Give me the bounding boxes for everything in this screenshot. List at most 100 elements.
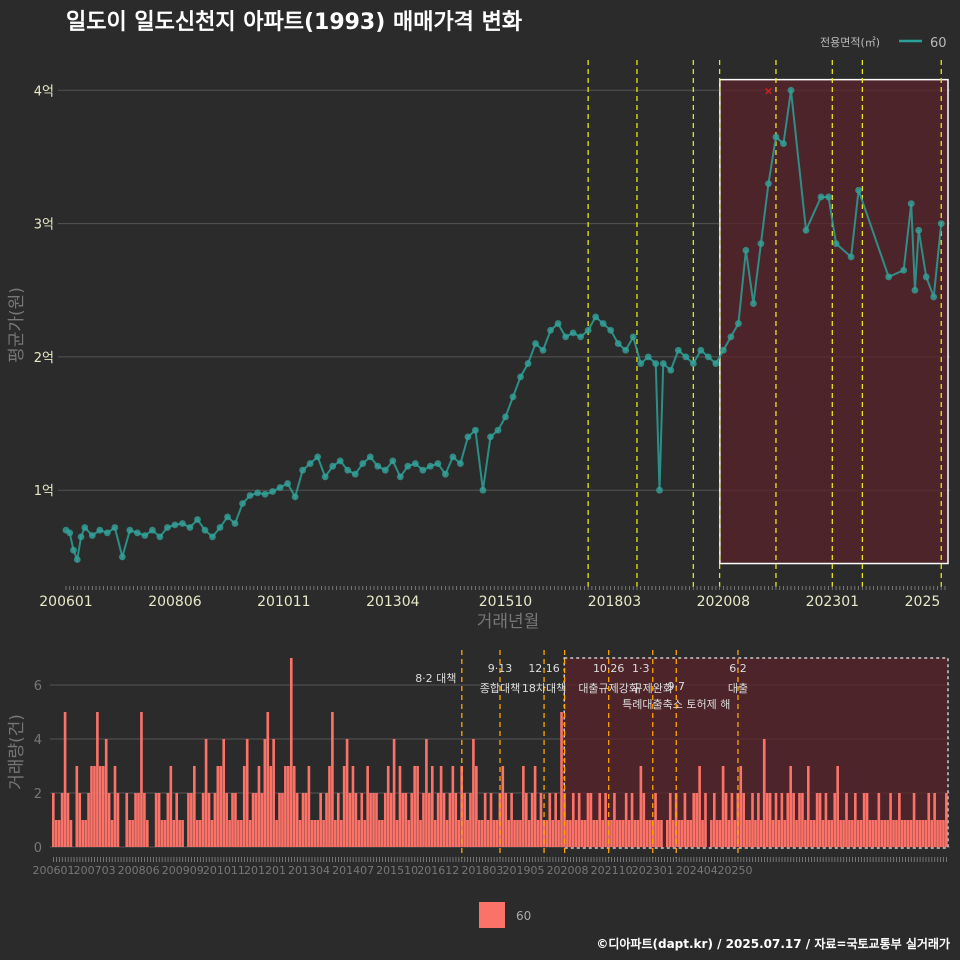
volume-bar: [301, 793, 305, 847]
volume-bar: [99, 766, 102, 847]
volume-x-tick-label: 200703: [74, 864, 116, 877]
volume-bar: [480, 820, 484, 847]
price-point: [284, 480, 292, 487]
volume-bar: [445, 820, 449, 847]
volume-bar: [580, 820, 584, 847]
price-point: [359, 460, 367, 467]
volume-bar: [583, 820, 587, 847]
volume-bar: [895, 820, 898, 847]
volume-bar: [372, 793, 375, 847]
volume-bar: [319, 793, 322, 847]
price-point: [231, 520, 239, 527]
volume-bar: [310, 820, 314, 847]
price-point: [667, 366, 675, 374]
price-point: [592, 313, 600, 321]
price-series: ×: [62, 84, 945, 564]
price-point: [922, 273, 930, 281]
volume-bar: [566, 820, 569, 847]
volume-bars: [52, 658, 948, 847]
volume-bar: [272, 739, 275, 847]
price-point: [584, 326, 592, 334]
price-point: [441, 470, 449, 478]
volume-bar: [375, 793, 378, 847]
price-point: [847, 253, 855, 261]
volume-bar: [363, 820, 367, 847]
volume-bar: [366, 766, 369, 847]
volume-bar: [57, 820, 61, 847]
volume-bar: [618, 820, 622, 847]
volume-bar: [818, 793, 822, 847]
price-point: [314, 453, 322, 461]
volume-x-tick-label: 202110: [591, 864, 633, 877]
price-y-tick-label: 4억: [34, 84, 54, 99]
volume-bar: [52, 793, 55, 847]
price-point: [532, 340, 539, 347]
volume-bar: [765, 793, 769, 847]
price-legend-title: 전용면적(㎡): [820, 36, 880, 49]
volume-bar: [809, 820, 813, 847]
price-point: [344, 466, 352, 474]
price-point: [750, 300, 757, 307]
volume-bar: [134, 793, 137, 847]
volume-bar: [877, 793, 881, 847]
volume-bar: [783, 820, 787, 847]
volume-bar: [610, 820, 613, 847]
price-point: [539, 346, 547, 354]
price-point: [517, 373, 524, 381]
volume-bar: [87, 793, 90, 847]
volume-bar: [84, 820, 87, 847]
volume-bar: [859, 820, 863, 847]
price-legend: 전용면적(㎡) 60: [820, 36, 947, 51]
volume-bar: [563, 793, 566, 847]
price-point: [629, 333, 637, 341]
price-point: [689, 360, 697, 367]
price-point: [652, 360, 660, 367]
policy-annotation-date: 1·3: [632, 662, 650, 675]
volume-bar: [657, 820, 660, 847]
price-point: [276, 484, 284, 491]
volume-bar: [865, 793, 869, 847]
volume-bar: [665, 820, 669, 847]
volume-legend: 60: [479, 902, 531, 928]
volume-bar: [228, 820, 231, 847]
price-point: [524, 360, 532, 367]
price-point: [96, 526, 104, 534]
volume-bar: [454, 793, 458, 847]
volume-bar: [201, 793, 205, 847]
volume-bar: [336, 793, 340, 847]
volume-bar: [325, 793, 328, 847]
volume-x-ticks: 200601 200703 200806 200909 201011 201201 2013…: [32, 857, 947, 877]
price-point: [472, 426, 479, 434]
price-point: [254, 489, 261, 497]
volume-bar: [269, 766, 273, 847]
price-point: [656, 486, 663, 494]
price-y-tick-label: 3억: [34, 218, 54, 233]
price-x-ticks: 200601 200806 201011 201304 201510 201803 2020…: [39, 586, 946, 610]
volume-bar: [510, 793, 513, 847]
price-point: [179, 520, 186, 527]
volume-bar: [245, 739, 249, 847]
price-point: [351, 470, 359, 478]
price-x-tick-label: 200806: [148, 594, 202, 610]
price-point: [366, 453, 374, 461]
volume-bar: [413, 766, 416, 847]
volume-bar: [237, 820, 240, 847]
price-x-tick-label: 200601: [39, 594, 92, 610]
volume-bar: [683, 793, 687, 847]
volume-bar: [718, 820, 722, 847]
volume-bar: [592, 820, 596, 847]
volume-bar: [219, 766, 223, 847]
volume-bar: [266, 712, 270, 847]
volume-x-tick-label: 201201: [244, 864, 286, 877]
price-point: [547, 326, 554, 334]
price-point: [494, 426, 502, 434]
volume-bar: [627, 820, 631, 847]
volume-bar: [498, 793, 502, 847]
price-point: [70, 546, 77, 554]
price-point: [164, 524, 171, 531]
volume-bar: [754, 820, 757, 847]
price-point: [885, 273, 893, 281]
price-point: [246, 492, 254, 499]
volume-bar: [348, 793, 352, 847]
volume-bar: [633, 820, 637, 847]
